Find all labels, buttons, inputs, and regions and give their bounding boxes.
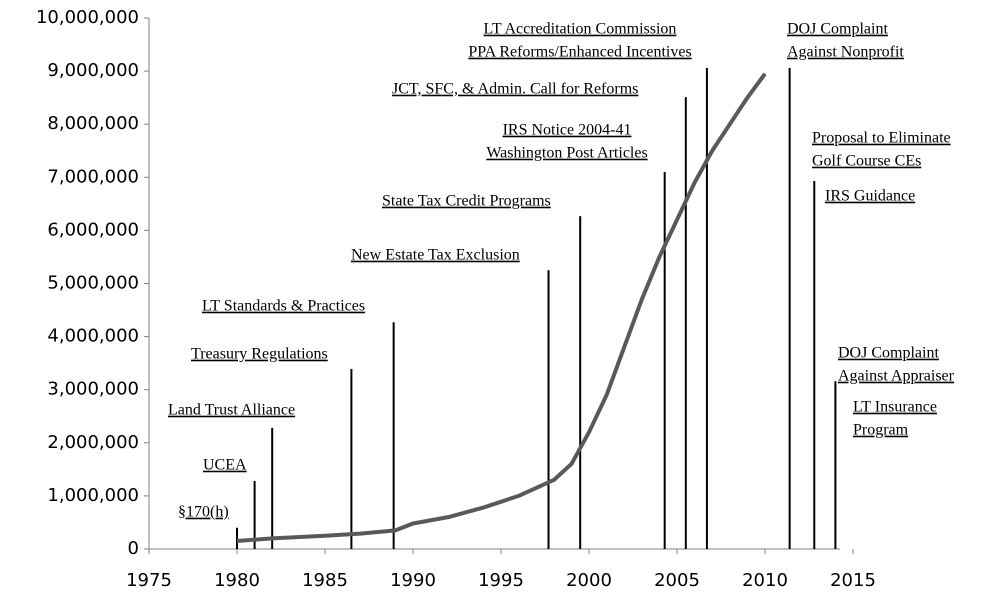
x-tick-label: 1990 <box>390 570 436 591</box>
event-label: New Estate Tax Exclusion <box>351 247 520 264</box>
y-tick-label: 0 <box>128 538 139 559</box>
event-label: IRS Guidance <box>825 188 915 205</box>
event-label: PPA Reforms/Enhanced Incentives <box>468 44 691 61</box>
event-label: Proposal to Eliminate <box>812 130 951 147</box>
y-tick-label: 1,000,000 <box>47 485 139 506</box>
x-tick-label: 1975 <box>126 570 172 591</box>
y-tick-label: 5,000,000 <box>47 273 139 294</box>
event-label: IRS Notice 2004-41 <box>503 122 632 139</box>
event-label: DOJ Complaint <box>787 21 888 38</box>
y-tick-label: 3,000,000 <box>47 379 139 400</box>
y-tick-label: 10,000,000 <box>36 7 139 28</box>
event-label: Land Trust Alliance <box>168 402 295 419</box>
x-tick-label: 1985 <box>302 570 348 591</box>
x-tick-label: 2000 <box>566 570 612 591</box>
event-label: LT Accreditation Commission <box>484 21 677 38</box>
event-label: Program <box>853 422 909 439</box>
y-tick-label: 4,000,000 <box>47 326 139 347</box>
event-label: LT Insurance <box>853 399 937 416</box>
event-label: DOJ Complaint <box>838 345 939 362</box>
event-label: Golf Course CEs <box>812 153 921 170</box>
y-tick-label: 7,000,000 <box>47 166 139 187</box>
event-label: UCEA <box>203 457 247 474</box>
event-label: Washington Post Articles <box>486 145 647 162</box>
event-label: Against Nonprofit <box>787 44 904 61</box>
x-tick-label: 2005 <box>654 570 700 591</box>
y-tick-label: 6,000,000 <box>47 219 139 240</box>
event-label: LT Standards & Practices <box>202 298 365 315</box>
x-tick-label: 2015 <box>830 570 876 591</box>
data-line <box>236 72 767 544</box>
y-tick-label: 9,000,000 <box>47 60 139 81</box>
x-tick-label: 2010 <box>742 570 788 591</box>
event-label: Against Appraiser <box>838 368 955 385</box>
x-tick-label: 1980 <box>214 570 260 591</box>
x-tick-label: 1995 <box>478 570 524 591</box>
event-label: Treasury Regulations <box>191 346 328 363</box>
event-label: §170(h) <box>178 504 229 521</box>
event-label: JCT, SFC, & Admin. Call for Reforms <box>392 81 638 98</box>
y-tick-label: 8,000,000 <box>47 113 139 134</box>
event-label: State Tax Credit Programs <box>382 193 551 210</box>
y-tick-label: 2,000,000 <box>47 432 139 453</box>
